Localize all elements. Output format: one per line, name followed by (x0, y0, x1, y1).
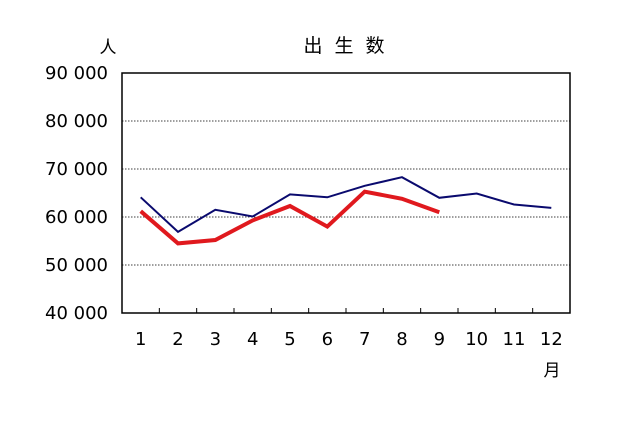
x-axis-unit-label: 月 (544, 361, 561, 381)
y-tick-label: 50 000 (45, 255, 108, 276)
x-tick-label: 2 (172, 329, 183, 350)
series-line-2 (139, 189, 440, 246)
y-tick-label: 70 000 (45, 159, 108, 180)
y-tick-label: 90 000 (45, 63, 108, 84)
x-tick-label: 5 (284, 329, 295, 350)
series-lines (139, 176, 552, 246)
x-tick-label: 4 (247, 329, 258, 350)
plot-frame (121, 72, 571, 314)
x-tick-label: 11 (503, 329, 526, 350)
series-line-1 (140, 176, 552, 234)
x-tick-label: 12 (540, 329, 563, 350)
x-tick-labels: 1 2 3 4 5 6 7 8 9 10 11 12 (135, 329, 563, 350)
x-tick-label: 3 (210, 329, 221, 350)
chart-title: 出生数 (303, 35, 396, 57)
y-tick-labels: 40 000 50 000 60 000 70 000 80 000 90 000 (45, 63, 108, 324)
x-tick-label: 7 (359, 329, 370, 350)
x-tick-label: 6 (322, 329, 333, 350)
x-tick-label: 10 (465, 329, 488, 350)
y-tick-label: 40 000 (45, 303, 108, 324)
x-tick-label: 8 (396, 329, 407, 350)
y-axis-unit-label: 人 (100, 38, 117, 58)
y-tick-label: 80 000 (45, 111, 108, 132)
y-tick-label: 60 000 (45, 207, 108, 228)
x-tick-label: 9 (434, 329, 445, 350)
gridlines (122, 120, 570, 313)
x-tick-label: 1 (135, 329, 146, 350)
